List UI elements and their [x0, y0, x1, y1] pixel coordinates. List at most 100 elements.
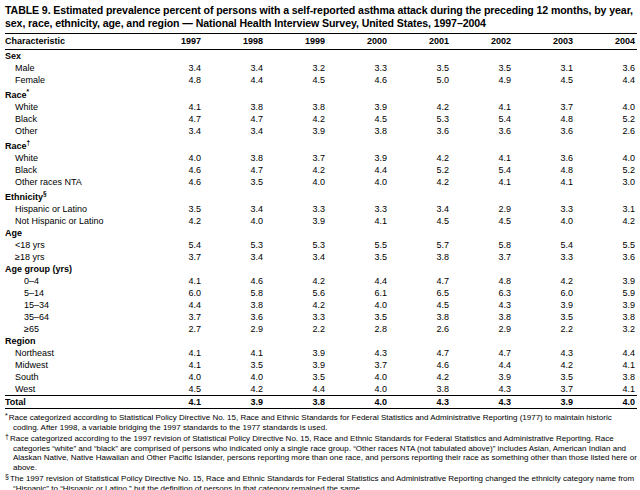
cell-value	[327, 49, 389, 62]
cell-value: 3.5	[265, 371, 327, 383]
cell-value: 5.4	[513, 239, 575, 251]
cell-value	[141, 49, 203, 62]
column-header-2002: 2002	[451, 34, 513, 50]
cell-value	[265, 335, 327, 347]
cell-value	[203, 227, 265, 239]
cell-value: 4.1	[451, 101, 513, 113]
cell-value	[513, 227, 575, 239]
row-label: Other races NTA	[5, 176, 141, 188]
cell-value: 3.8	[203, 152, 265, 164]
cell-value: 4.7	[451, 347, 513, 359]
cell-value: 3.9	[575, 275, 637, 287]
cell-value: 3.8	[203, 299, 265, 311]
cell-value: 2.6	[389, 323, 451, 335]
cell-value: 3.4	[203, 251, 265, 263]
cell-value: 3.5	[451, 62, 513, 74]
cell-value: 4.0	[327, 176, 389, 188]
cell-value	[451, 227, 513, 239]
cell-value: 4.7	[389, 347, 451, 359]
row-label: Sex	[5, 49, 141, 62]
footnote-reference: *	[27, 88, 30, 95]
cell-value: 3.6	[203, 311, 265, 323]
cell-value	[203, 86, 265, 101]
footnote-text: Race categorized according to Statistica…	[9, 413, 612, 432]
cell-value	[451, 86, 513, 101]
cell-value: 4.5	[327, 113, 389, 125]
cell-value: 4.8	[451, 275, 513, 287]
row-label: Race†	[5, 137, 141, 152]
cell-value: 4.6	[141, 176, 203, 188]
cell-value: 3.3	[327, 62, 389, 74]
cell-value: 4.4	[203, 74, 265, 86]
cell-value: 5.7	[389, 239, 451, 251]
cell-value: 2.6	[575, 125, 637, 137]
table-row: Other3.43.43.93.83.63.63.62.6	[5, 125, 637, 137]
cell-value: 3.4	[141, 62, 203, 74]
cell-value: 4.7	[203, 164, 265, 176]
column-header-1997: 1997	[141, 34, 203, 50]
cell-value: 4.2	[513, 275, 575, 287]
cell-value: 5.3	[203, 239, 265, 251]
cell-value: 4.4	[575, 347, 637, 359]
cell-value	[575, 188, 637, 203]
table-row: Black4.74.74.24.55.35.44.85.2	[5, 113, 637, 125]
cell-value	[203, 335, 265, 347]
cell-value	[141, 335, 203, 347]
footnote: †Race categorized according to the 1997 …	[5, 433, 637, 474]
table-row: Black4.64.74.24.45.25.44.85.2	[5, 164, 637, 176]
page: { "title": "TABLE 9. Estimated prevalenc…	[0, 0, 640, 490]
cell-value: 4.2	[265, 113, 327, 125]
cell-value: 4.0	[327, 395, 389, 408]
cell-value: 3.9	[575, 299, 637, 311]
cell-value: 3.3	[327, 203, 389, 215]
row-label: White	[5, 152, 141, 164]
table-row: Region	[5, 335, 637, 347]
cell-value	[327, 86, 389, 101]
cell-value	[389, 49, 451, 62]
cell-value: 3.8	[389, 311, 451, 323]
cell-value	[389, 188, 451, 203]
cell-value	[451, 188, 513, 203]
cell-value: 3.4	[265, 251, 327, 263]
table-row: Ethnicity§	[5, 188, 637, 203]
cell-value: 4.3	[451, 383, 513, 396]
row-label: Race*	[5, 86, 141, 101]
row-label: 35–64	[5, 311, 141, 323]
cell-value: 3.8	[389, 383, 451, 396]
table-row: Male3.43.43.23.33.53.53.13.6	[5, 62, 637, 74]
cell-value: 4.2	[265, 164, 327, 176]
table-header: Characteristic 1997 1998 1999 2000 2001 …	[5, 34, 637, 50]
cell-value: 6.0	[141, 287, 203, 299]
cell-value: 5.3	[265, 239, 327, 251]
row-label: Other	[5, 125, 141, 137]
cell-value: 4.3	[451, 395, 513, 408]
cell-value: 4.4	[265, 383, 327, 396]
cell-value: 4.8	[513, 164, 575, 176]
table-row: Other races NTA4.63.54.04.04.24.14.13.0	[5, 176, 637, 188]
cell-value: 4.8	[513, 113, 575, 125]
cell-value: 3.3	[513, 251, 575, 263]
cell-value: 4.3	[451, 299, 513, 311]
cell-value	[203, 263, 265, 275]
footnote-reference: §	[43, 190, 47, 197]
cell-value: 3.5	[203, 359, 265, 371]
cell-value: 4.5	[451, 215, 513, 227]
cell-value	[451, 49, 513, 62]
cell-value: 5.5	[327, 239, 389, 251]
cell-value: 2.8	[327, 323, 389, 335]
cell-value: 5.2	[389, 164, 451, 176]
cell-value: 3.4	[141, 125, 203, 137]
row-label: 0–4	[5, 275, 141, 287]
cell-value: 4.2	[141, 215, 203, 227]
cell-value: 3.5	[203, 176, 265, 188]
cell-value	[513, 188, 575, 203]
data-table: Characteristic 1997 1998 1999 2000 2001 …	[5, 34, 637, 409]
cell-value	[141, 137, 203, 152]
cell-value: 4.3	[513, 347, 575, 359]
cell-value: 2.9	[451, 323, 513, 335]
row-label: White	[5, 101, 141, 113]
cell-value: 3.5	[327, 251, 389, 263]
cell-value: 5.8	[203, 287, 265, 299]
cell-value: 3.7	[513, 383, 575, 396]
cell-value	[575, 49, 637, 62]
